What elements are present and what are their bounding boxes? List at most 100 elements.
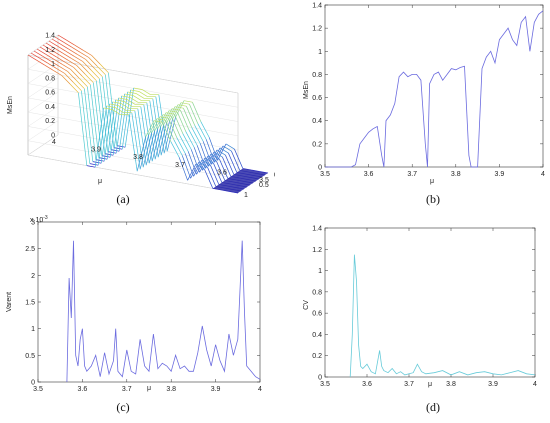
chart-a-surface-segment	[60, 43, 69, 50]
chart-b-frame	[324, 4, 544, 168]
chart-a-surface-segment	[115, 93, 125, 154]
chart-a-surface-segment	[81, 75, 91, 85]
chart-a-ticks: 0 0.2 0.4 0.6 0.8 1 1.2 1.4 4 3.9 3.8 3.7 3.6 3.5 0 0.5…	[45, 33, 275, 200]
chart-a-surface-segment	[137, 108, 147, 166]
chart-a-surface-segment	[121, 89, 131, 150]
chart-a-surface-segment	[193, 159, 203, 177]
chart-a-surface-segment	[78, 92, 88, 166]
chart-a-surface-segment	[100, 103, 110, 164]
chart-a-surface-segment	[201, 159, 211, 166]
chart-c-ytick-label: 1	[31, 326, 35, 333]
chart-a-surface-segment	[54, 36, 64, 43]
caption-a: (a)	[116, 192, 130, 206]
chart-a-surface-segment	[97, 105, 107, 166]
chart-a-surface-segment	[225, 154, 235, 175]
chart-a-surface-segment	[44, 64, 54, 71]
chart-c-ytick-label: 2.5	[25, 246, 35, 253]
chart-a-surface-segment	[39, 57, 48, 64]
chart-a-surface-segment	[207, 166, 217, 187]
chart-a-surface-segment	[168, 110, 178, 113]
chart-a-surface-segment	[105, 74, 115, 148]
chart-a-xtick-label: 4	[52, 139, 56, 146]
chart-b-series-line	[325, 10, 544, 168]
chart-a-surface-segment	[128, 114, 138, 172]
chart-a-surface-segment	[225, 143, 235, 150]
chart-a-surface-segment	[194, 125, 204, 142]
chart-a-surface-segment	[45, 42, 55, 49]
chart-a-surface-segment	[57, 45, 66, 52]
chart-d-ylabel: CV	[303, 300, 310, 310]
chart-a-surface-segment	[99, 63, 109, 73]
chart-c-xtick-label: 3.7	[122, 386, 132, 393]
chart-a-surface-segment	[162, 122, 172, 142]
chart-a-surface-segment	[219, 147, 229, 154]
chart-a-surface-segment	[101, 155, 111, 158]
chart-a-surface-segment	[98, 157, 108, 160]
chart-a-surface-segment	[54, 47, 63, 54]
chart-c-exponent: x 10-3	[30, 215, 48, 224]
chart-a-surface-segment	[84, 88, 94, 162]
chart-a-surface-segment	[79, 63, 89, 73]
chart-a-surface-segment	[64, 73, 74, 83]
chart-a-zgrid	[27, 134, 239, 194]
chart-a-surface-segment	[106, 105, 116, 108]
chart-a-surface-segment	[118, 97, 128, 100]
chart-a-surface-segment	[157, 112, 167, 130]
chart-a-surface-segment	[86, 165, 96, 168]
chart-c-exponent-base: x 10	[30, 217, 43, 224]
chart-c-xtick-label: 3.5	[33, 386, 43, 393]
chart-a-surface-segment	[120, 103, 130, 109]
chart-a-surface-segment	[53, 69, 62, 76]
chart-d-xlabel: μ	[428, 381, 432, 388]
chart-a-surface-segment	[204, 168, 214, 189]
chart-c-ytick-label: 3	[31, 220, 35, 227]
chart-a-surface-segment	[103, 107, 113, 110]
chart-a-surface-segment	[205, 139, 215, 163]
chart-a-surface-segment	[169, 104, 179, 122]
chart-a-surface-segment	[116, 145, 126, 148]
chart-a-surface-segment	[87, 71, 97, 81]
caption-b: (b)	[426, 192, 440, 206]
chart-a-surface-segment	[165, 120, 175, 140]
chart-a-surface-segment	[77, 53, 86, 60]
chart-a-surface-segment	[189, 104, 199, 124]
chart-b-ylabel: MsEn	[303, 81, 310, 99]
chart-a-surface-segment	[187, 163, 197, 181]
chart-b-xtick-label: 4	[541, 171, 545, 178]
chart-b-ytick-label: 0.2	[312, 141, 322, 148]
chart-a-surface-segment	[213, 162, 223, 183]
chart-c-ytick-label: 1.5	[25, 300, 35, 307]
chart-a-surface-segment	[78, 77, 88, 87]
chart-a-surface-segment	[65, 50, 75, 57]
chart-b-xtick-label: 3.6	[364, 171, 374, 178]
chart-a-surface-segment	[68, 48, 78, 55]
chart-c-frame	[37, 221, 261, 383]
chart-a-ztick-label: 0.2	[45, 118, 55, 125]
chart-d-ytick-label: 0.8	[312, 289, 322, 296]
chart-a-surface-segment	[85, 59, 95, 69]
chart-b-xtick-label: 3.9	[495, 171, 505, 178]
chart-a-surface-segment	[177, 104, 187, 107]
chart-a-ztick-label: 0.4	[45, 104, 55, 111]
chart-a-surface-segment	[222, 156, 232, 177]
chart-a-surface-segment	[180, 102, 190, 105]
chart-a-surface-segment	[222, 145, 232, 152]
chart-a-surface-segment	[108, 72, 118, 146]
chart-a-surface-segment	[234, 148, 244, 169]
caption-c: (c)	[116, 400, 130, 414]
chart-a-surface-segment	[184, 153, 194, 177]
chart-a-surface-segment	[145, 130, 155, 166]
chart-a-surface-segment	[196, 145, 206, 169]
chart-a-xtick-label: 3.8	[133, 154, 143, 161]
chart-a-surface-segment	[113, 147, 123, 150]
chart-a-surface-segment	[30, 52, 40, 59]
chart-a-surface-segment	[175, 100, 185, 118]
chart-a-surface-segment	[110, 149, 120, 152]
chart-a-surface-segment	[202, 141, 212, 165]
chart-a-surface-segment	[168, 118, 178, 138]
chart-a-surface-segment	[42, 55, 51, 62]
chart-c-xtick-label: 3.6	[78, 386, 88, 393]
chart-a-surface-segment	[214, 145, 224, 163]
chart-a-xtick-label: 3.5	[259, 177, 269, 184]
chart-a-surface-segment	[106, 99, 116, 160]
